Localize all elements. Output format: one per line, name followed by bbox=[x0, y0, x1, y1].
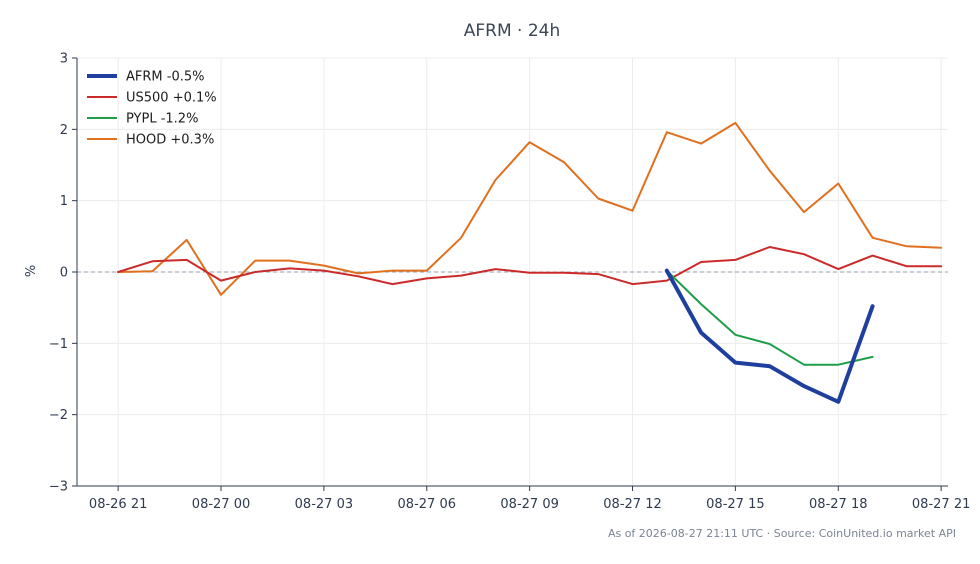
legend-label-0: AFRM -0.5% bbox=[126, 70, 204, 85]
series-line-3 bbox=[117, 121, 943, 296]
x-tick-label-8: 08-27 21 bbox=[912, 497, 970, 512]
y-tick-label-1: −2 bbox=[49, 408, 68, 423]
source-footer: As of 2026-08-27 21:11 UTC · Source: Coi… bbox=[608, 527, 956, 540]
x-tick-label-1: 08-27 00 bbox=[192, 497, 250, 512]
series-line-0 bbox=[664, 268, 875, 404]
y-tick-label-0: −3 bbox=[49, 480, 68, 495]
x-tick-label-6: 08-27 15 bbox=[706, 497, 764, 512]
y-tick-label-3: 0 bbox=[60, 266, 68, 281]
chart-title: AFRM · 24h bbox=[464, 21, 561, 41]
x-tick-label-0: 08-26 21 bbox=[89, 497, 147, 512]
axes: −3 −2 −1 0 1 2 3 08-26 21 08-27 00 08-27 03 08-27 … bbox=[49, 52, 971, 513]
legend: AFRM -0.5% US500 +0.1% PYPL -1.2% HOOD +0.3… bbox=[87, 70, 217, 148]
grid bbox=[77, 57, 948, 487]
series-lines bbox=[117, 121, 943, 404]
legend-label-1: US500 +0.1% bbox=[126, 91, 217, 106]
series-line-1 bbox=[117, 246, 943, 286]
legend-label-2: PYPL -1.2% bbox=[126, 112, 198, 127]
y-tick-label-6: 3 bbox=[60, 52, 68, 67]
x-tick-label-2: 08-27 03 bbox=[295, 497, 353, 512]
x-tick-label-7: 08-27 18 bbox=[809, 497, 867, 512]
x-tick-label-3: 08-27 06 bbox=[398, 497, 456, 512]
y-tick-label-4: 1 bbox=[60, 194, 68, 209]
y-tick-label-5: 2 bbox=[60, 123, 68, 138]
legend-label-3: HOOD +0.3% bbox=[126, 133, 214, 148]
series-line-2 bbox=[665, 269, 874, 366]
y-tick-label-2: −1 bbox=[49, 337, 68, 352]
x-tick-label-4: 08-27 09 bbox=[500, 497, 558, 512]
y-axis-label: % bbox=[24, 265, 39, 277]
x-tick-label-5: 08-27 12 bbox=[603, 497, 661, 512]
